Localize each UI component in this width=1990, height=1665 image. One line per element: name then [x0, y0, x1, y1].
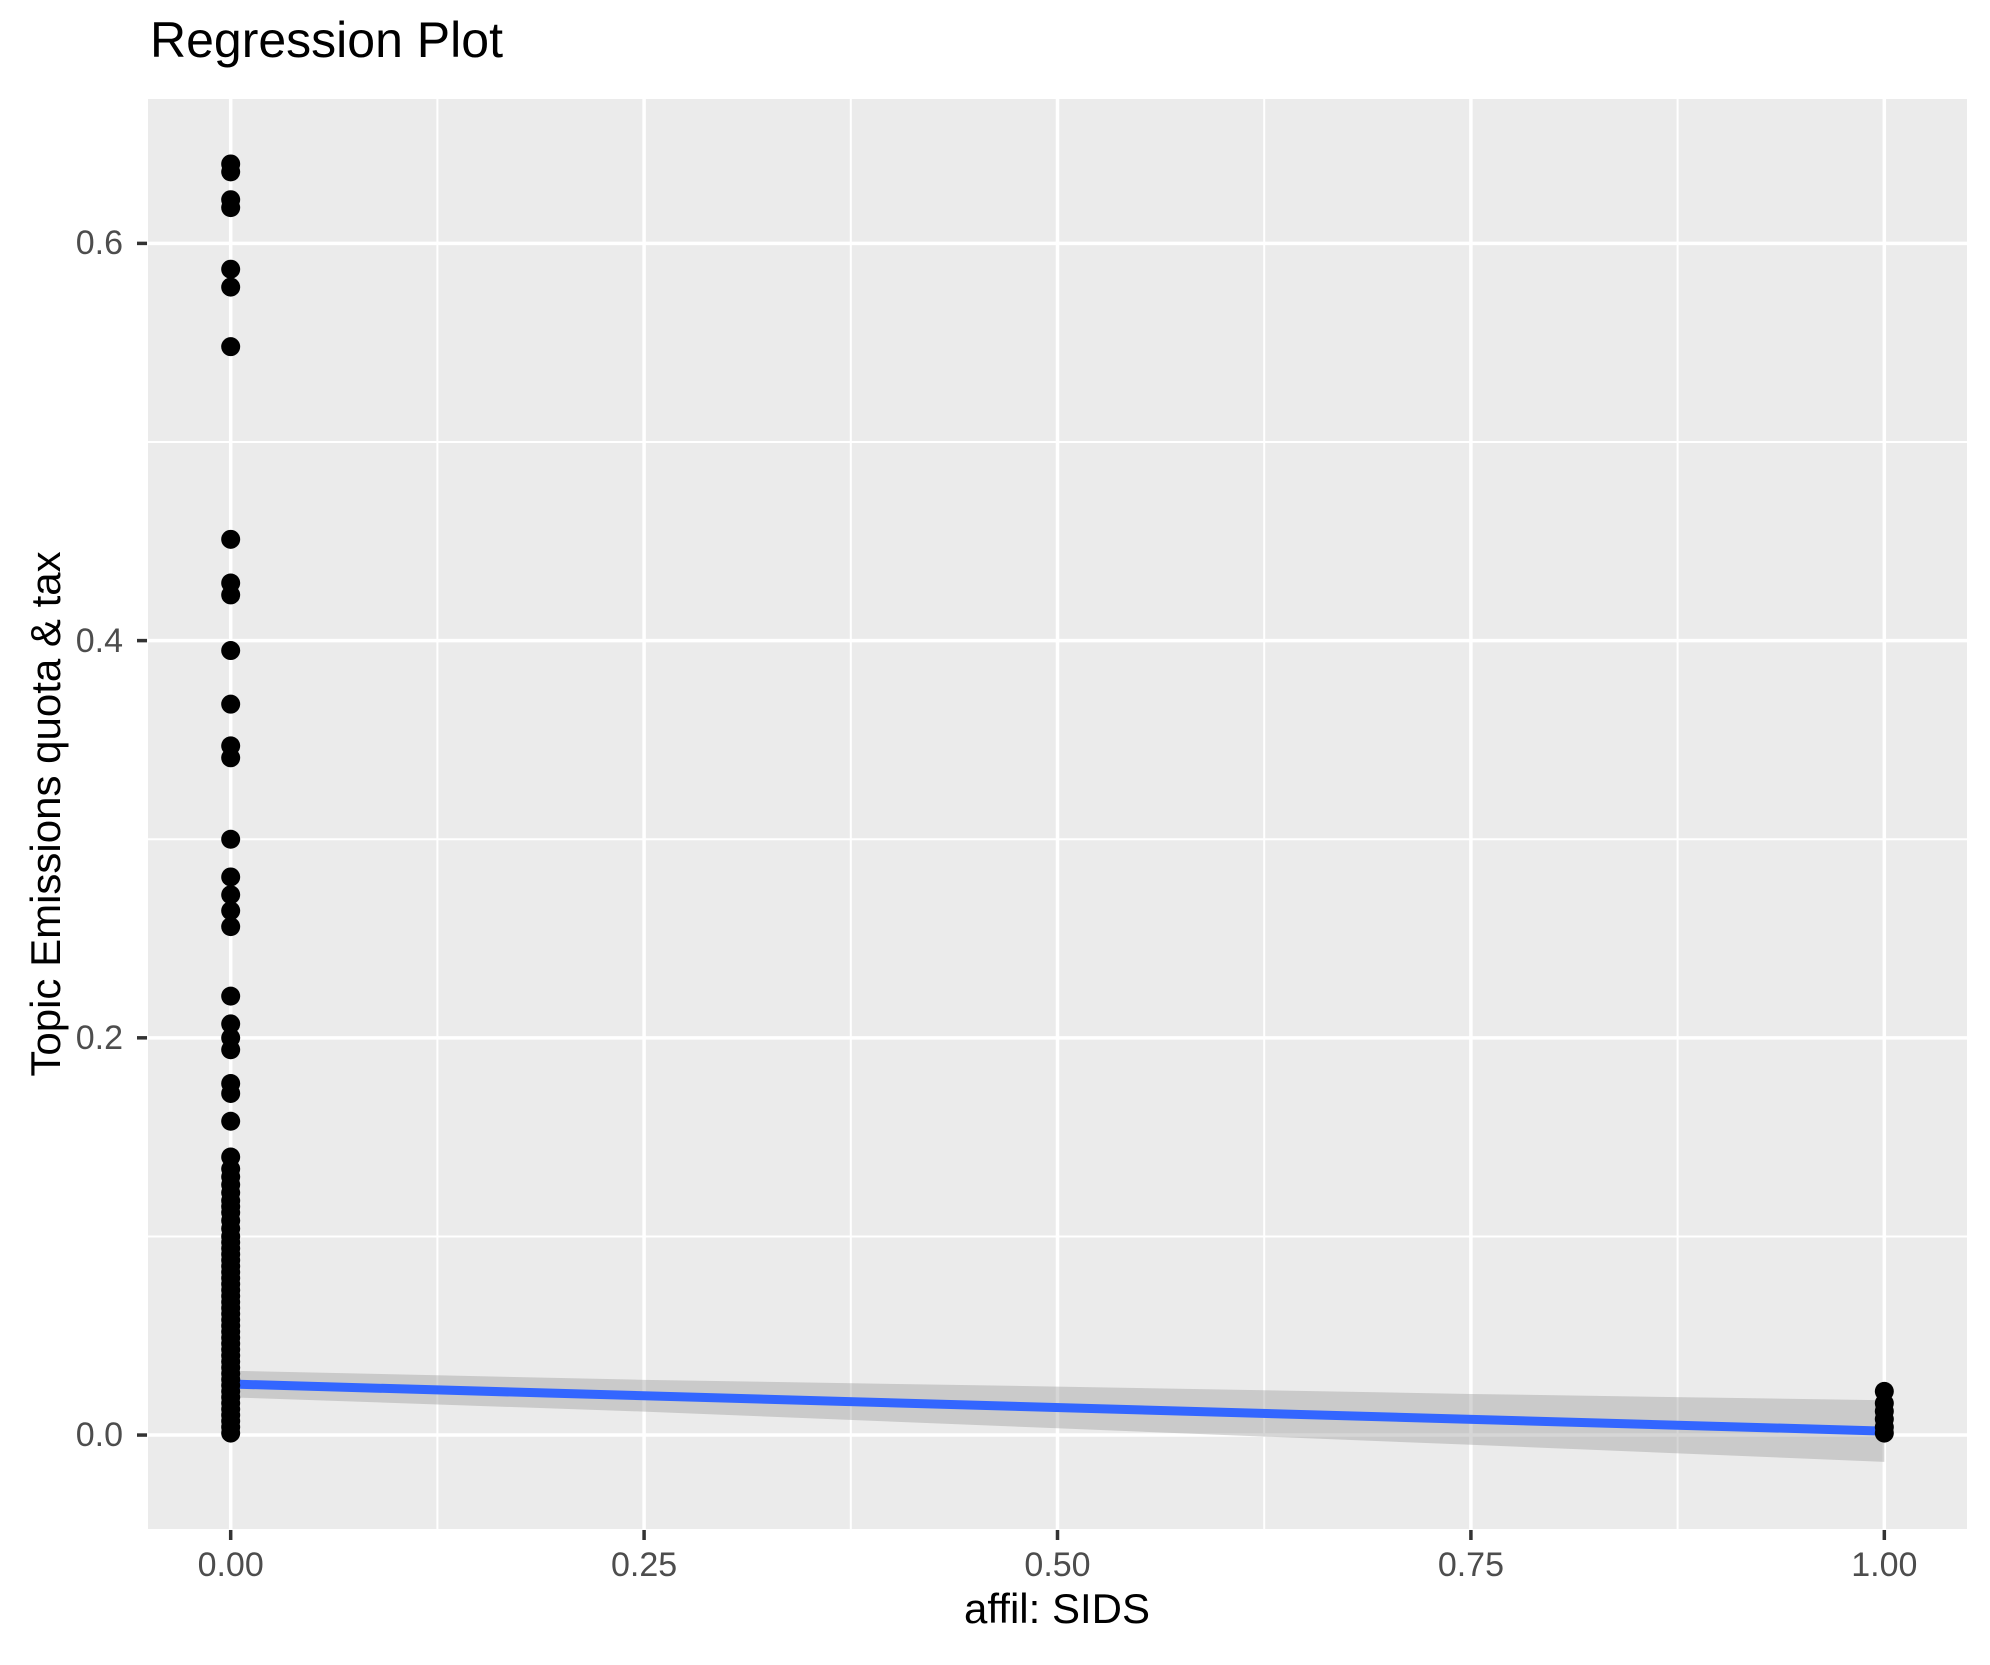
- scatter-point: [221, 162, 241, 182]
- scatter-point: [221, 829, 241, 849]
- scatter-point: [221, 198, 241, 218]
- scatter-point: [221, 1040, 241, 1060]
- regression-line: [230, 1379, 1885, 1436]
- scatter-point: [221, 337, 241, 357]
- y-tick-label: 0.4: [75, 621, 123, 660]
- scatter-point: [221, 277, 241, 297]
- scatter-point: [221, 585, 241, 605]
- plot-title: Regression Plot: [150, 12, 503, 68]
- x-tick-label: 0.50: [1024, 1546, 1091, 1584]
- scatter-point: [221, 1083, 241, 1103]
- scatter-point: [221, 986, 241, 1006]
- scatter-point: [221, 1014, 241, 1034]
- scatter-point: [221, 1423, 241, 1443]
- x-axis-title: affil: SIDS: [964, 1585, 1150, 1632]
- scatter-point: [221, 867, 241, 887]
- scatter-point: [221, 694, 241, 714]
- y-tick-label: 0.6: [75, 224, 123, 263]
- y-axis-title: Topic Emissions quota & tax: [21, 551, 69, 1077]
- scatter-point: [221, 901, 241, 921]
- scatter-point: [221, 259, 241, 279]
- scatter-point: [221, 641, 241, 661]
- x-tick-label: 0.25: [610, 1546, 678, 1584]
- y-tick-label: 0.0: [75, 1416, 123, 1455]
- scatter-point: [221, 748, 241, 768]
- scatter-point: [221, 885, 241, 905]
- scatter-point: [221, 917, 241, 937]
- x-tick-label: 1.00: [1851, 1546, 1918, 1584]
- x-tick-label: 0.00: [197, 1546, 264, 1584]
- scatter-point: [221, 529, 241, 549]
- x-tick-label: 0.75: [1437, 1546, 1504, 1584]
- scatter-point: [1874, 1423, 1894, 1443]
- y-tick-label: 0.2: [75, 1018, 123, 1057]
- scatter-point: [221, 1111, 241, 1131]
